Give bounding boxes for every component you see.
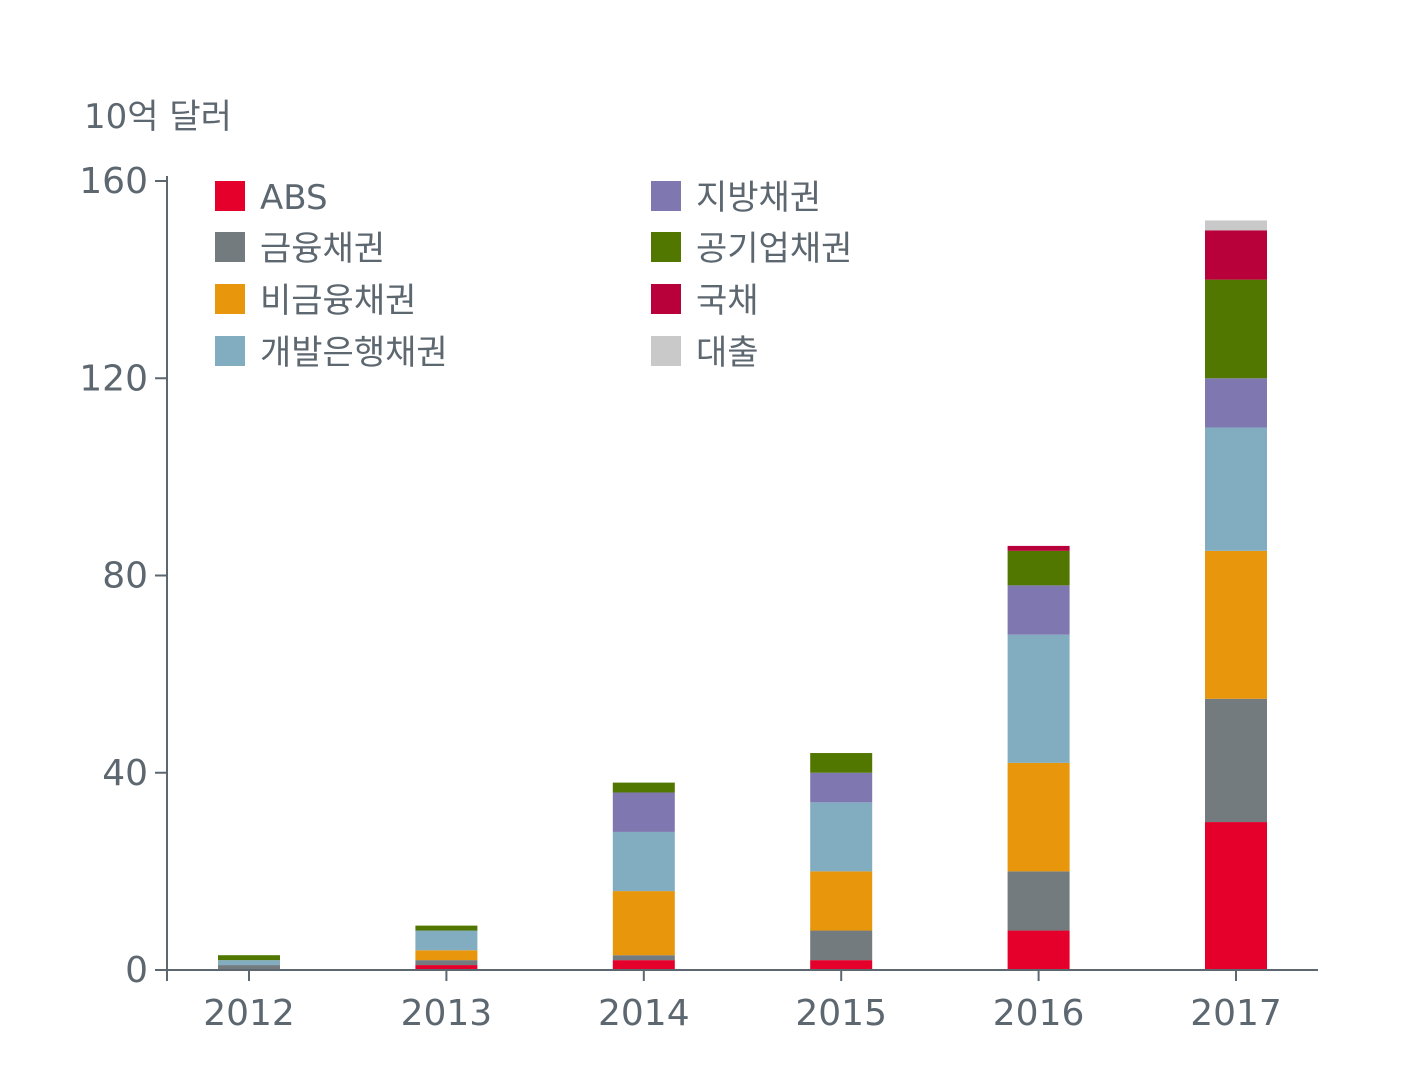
bar-segment [1007,930,1070,970]
bar-segment [415,960,478,966]
bar-segment [810,930,873,961]
bar-segment [612,891,675,956]
bar-segment [1205,822,1267,970]
bar-segment [1205,230,1267,280]
x-axis-ticks: 2012 2013 2014 2015 2016 2017 [203,970,1282,1034]
legend-label: 국채 [696,281,759,321]
y-tick-label: 160 [79,161,148,202]
legend-label: 금융채권 [260,229,385,269]
legend-label: 개발은행채권 [260,333,448,373]
bar-segment [612,792,675,832]
bar-segment [612,955,675,961]
bar-segment [810,871,873,931]
bar-segment [218,965,280,970]
bar-segment [415,925,478,931]
bar-segment [218,955,280,961]
x-tick-label: 2012 [203,993,295,1034]
legend-swatch [215,181,245,211]
bar-segment [1007,634,1070,763]
legend-swatch [215,336,245,366]
x-tick-label: 2015 [795,993,887,1034]
bar-segment [810,802,873,872]
bar-segment [612,782,675,793]
bar-segment [1205,279,1267,379]
bar-segment [1205,698,1267,823]
bar-segment [1205,550,1267,699]
y-tick-label: 40 [102,753,148,794]
bar-segment [1007,545,1070,551]
bar-segment [1205,220,1267,231]
bar-segment [1205,378,1267,428]
bar-segment [810,772,873,803]
bar-segment [218,960,280,966]
y-tick-label: 120 [79,358,148,399]
y-axis-unit-label: 10억 달러 [84,97,232,137]
legend-swatch [215,284,245,314]
legend-swatch [651,232,681,262]
bar-segment [1007,871,1070,931]
legend-label: 대출 [696,333,759,373]
y-tick-label: 0 [125,950,148,991]
legend-label: 비금융채권 [260,281,416,321]
legend-swatch [651,284,681,314]
bar-segment [415,965,478,970]
bar-segment [810,960,873,970]
bar-segment [1007,762,1070,872]
x-tick-label: 2016 [993,993,1085,1034]
bar-segment [1007,550,1070,586]
bar-segment [1205,427,1267,551]
x-tick-label: 2017 [1190,993,1282,1034]
bar-segment [612,831,675,892]
bar-segment [415,950,478,961]
y-axis-ticks: 0 40 80 120 160 [79,161,167,991]
bars [218,220,1267,970]
bar-segment [1007,585,1070,635]
legend-swatch [215,232,245,262]
legend-swatch [651,181,681,211]
legend-label: 지방채권 [696,178,821,218]
y-tick-label: 80 [102,556,148,597]
legend-label: ABS [260,178,328,218]
legend-label: 공기업채권 [696,229,852,269]
x-tick-label: 2014 [598,993,690,1034]
legend-swatch [651,336,681,366]
bar-segment [415,930,478,951]
x-tick-label: 2013 [401,993,493,1034]
bar-segment [810,753,873,773]
bar-segment [612,960,675,970]
